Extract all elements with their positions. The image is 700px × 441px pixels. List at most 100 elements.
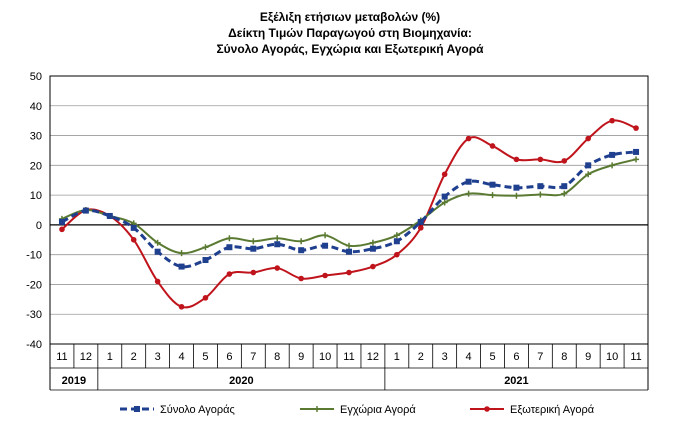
series-3-marker: [59, 226, 65, 233]
series-3-marker: [441, 171, 448, 178]
y-tick-label: 0: [36, 220, 42, 232]
series-3-marker: [298, 275, 304, 282]
year-label: 2020: [229, 375, 253, 387]
y-tick-label: -10: [26, 250, 42, 262]
x-tick-label: 1: [394, 351, 400, 363]
series-1-marker: [298, 247, 305, 254]
chart-title-line-1: Εξέλιξη ετήσιων μεταβολών (%): [259, 10, 441, 24]
series-2-marker: [633, 156, 640, 163]
series-2-marker: [226, 235, 233, 242]
x-tick-label: 6: [513, 351, 519, 363]
legend-series-1-marker: [134, 406, 140, 412]
series-2-marker: [441, 199, 448, 206]
x-tick-label: 5: [489, 351, 495, 363]
x-tick-label: 6: [226, 351, 232, 363]
series-2-marker: [298, 238, 305, 245]
legend-series-2-label: Εγχώρια Αγορά: [340, 404, 416, 416]
x-tick-label: 9: [298, 351, 304, 363]
chart-title-line-2: Δείκτη Τιμών Παραγωγού στη Βιομηχανία:: [228, 26, 472, 40]
y-tick-label: -20: [26, 279, 42, 291]
series-2-marker: [250, 238, 257, 245]
series-1-marker: [585, 162, 592, 169]
x-tick-label: 5: [202, 351, 208, 363]
year-label: 2019: [62, 375, 86, 387]
series-2-marker: [561, 190, 568, 197]
y-tick-label: 50: [30, 71, 42, 83]
series-3-marker: [274, 265, 281, 271]
series-1-marker: [441, 193, 448, 200]
series-3-marker: [585, 135, 591, 142]
x-tick-label: 10: [606, 351, 618, 363]
x-tick-label: 11: [343, 351, 354, 363]
series-2-marker: [585, 171, 592, 178]
series-2-line: [61, 158, 637, 255]
series-2-marker: [369, 239, 376, 246]
series-3-marker: [370, 263, 376, 270]
series-3-marker: [250, 269, 257, 276]
series-3-marker: [513, 156, 520, 163]
series-1-marker: [82, 207, 89, 214]
series-3-marker: [322, 272, 328, 279]
series-3-marker: [561, 158, 568, 164]
series-3-marker: [633, 125, 639, 131]
x-tick-label: 11: [56, 351, 67, 363]
chart-title-line-3: Σύνολο Αγοράς, Εγχώρια και Εξωτερική Αγο…: [216, 42, 484, 56]
x-tick-label: 2: [418, 351, 424, 363]
series-2-marker: [609, 162, 616, 169]
series-3-marker: [202, 295, 209, 301]
x-tick-label: 8: [561, 351, 567, 363]
series-2-marker: [513, 192, 520, 199]
legend-series-3-marker: [484, 406, 490, 412]
y-tick-label: -30: [26, 309, 42, 321]
x-tick-label: 12: [367, 351, 379, 363]
series-1-marker: [393, 238, 400, 245]
y-tick-label: 40: [30, 101, 42, 113]
x-tick-label: 1: [107, 351, 113, 363]
series-1-marker: [346, 248, 352, 255]
series-1-marker: [226, 244, 233, 251]
series-2-marker: [465, 190, 472, 197]
series-1-marker: [513, 184, 520, 191]
series-1-marker: [106, 212, 113, 219]
legend-series-2-marker: [314, 406, 320, 412]
series-1-marker: [609, 151, 616, 158]
series-2-marker: [274, 235, 281, 242]
x-tick-label: 12: [80, 351, 92, 363]
y-tick-label: -40: [26, 339, 42, 351]
y-tick-label: 10: [30, 190, 42, 202]
series-1-marker: [465, 178, 472, 185]
series-1-marker: [274, 241, 281, 248]
year-label: 2021: [504, 375, 528, 387]
series-3-marker: [130, 236, 137, 243]
x-tick-label: 8: [274, 351, 280, 363]
plot-border: [49, 75, 649, 345]
series-3-marker: [154, 278, 161, 285]
x-tick-label: 7: [250, 351, 256, 363]
series-3-marker: [394, 251, 400, 258]
series-1-marker: [58, 218, 65, 225]
series-1-marker: [202, 257, 209, 264]
series-2-marker: [537, 191, 544, 198]
series-2-marker: [393, 232, 400, 239]
series-2-marker: [178, 250, 185, 257]
series-1-marker: [633, 148, 640, 155]
series-3-marker: [489, 143, 496, 149]
series-2-marker: [202, 244, 209, 251]
series-3-marker: [178, 303, 185, 310]
x-tick-label: 9: [585, 351, 591, 363]
series-3-marker: [465, 135, 472, 142]
series-1-marker: [322, 242, 329, 249]
series-1-marker: [130, 224, 137, 231]
series-1-marker: [369, 245, 376, 252]
series-3-marker: [609, 117, 615, 124]
series-1-marker: [154, 248, 161, 255]
series-1-marker: [178, 263, 185, 270]
series-2-marker: [322, 232, 329, 239]
series-3-marker: [537, 156, 544, 163]
y-tick-label: 30: [30, 131, 42, 143]
legend-series-3-label: Εξωτερική Αγορά: [510, 404, 595, 416]
series-1-marker: [250, 245, 257, 252]
series-3-marker: [417, 225, 424, 231]
series-1-marker: [561, 183, 568, 190]
